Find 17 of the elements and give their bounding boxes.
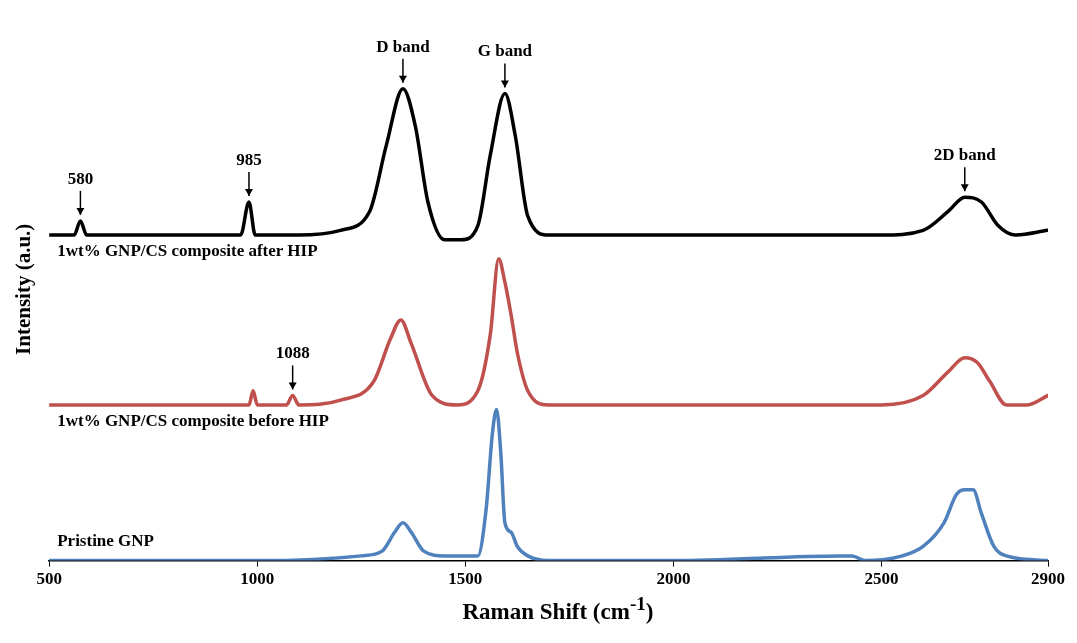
x-tick-label: 500 — [36, 569, 62, 589]
x-tick-label: 2500 — [864, 569, 899, 589]
x-axis-title: Raman Shift (cm$^{-1}$) — [461, 593, 655, 625]
y-axis-title: Intensity (a.u.) — [11, 223, 36, 355]
series-label: 1wt% GNP/CS composite before HIP — [57, 410, 329, 430]
annotation: D band — [376, 36, 431, 56]
annotation: 1088 — [275, 343, 310, 363]
x-tick-label: 2900 — [1031, 569, 1065, 589]
x-tick-label: 2000 — [656, 569, 691, 589]
annotation: 2D band — [933, 145, 997, 165]
annotation: G band — [477, 41, 533, 61]
x-tick-label: 1500 — [448, 569, 483, 589]
series-label: 1wt% GNP/CS composite after HIP — [57, 240, 318, 260]
series-label: Pristine GNP — [57, 531, 154, 551]
annotation: 985 — [236, 149, 262, 169]
x-tick-label: 1000 — [240, 569, 275, 589]
annotation: 580 — [67, 168, 94, 188]
